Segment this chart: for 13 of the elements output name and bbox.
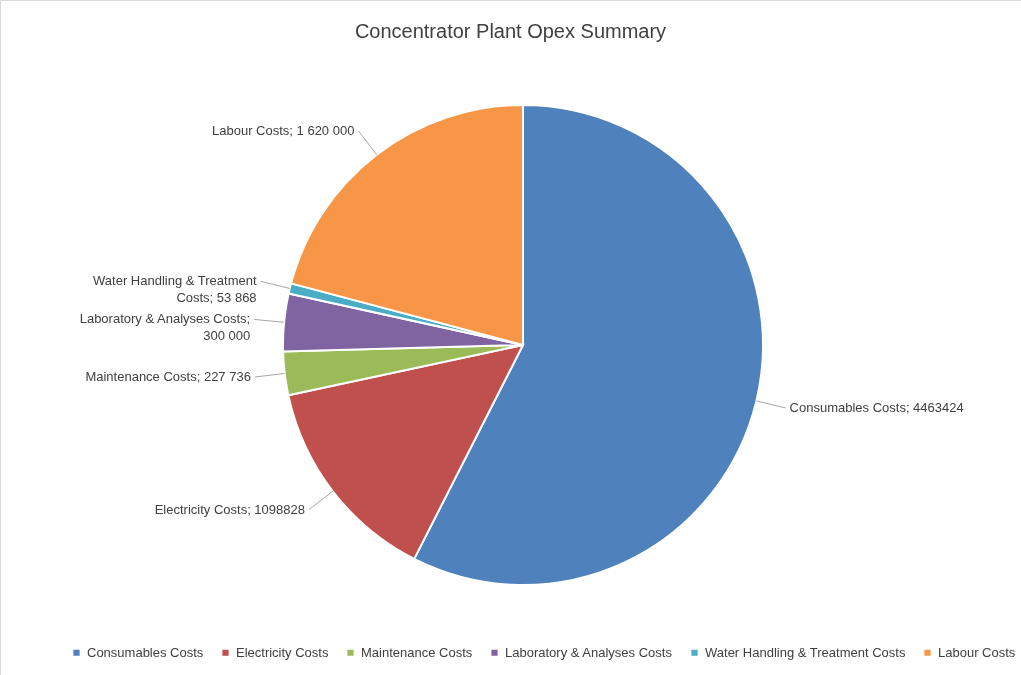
- chart-title: Concentrator Plant Opex Summary: [354, 20, 667, 42]
- legend-label: Consumables Costs: [87, 644, 204, 660]
- data-label: Consumables Costs; 4463424: [789, 399, 964, 415]
- data-label: Electricity Costs; 1098828: [154, 501, 305, 517]
- legend-label: Maintenance Costs: [361, 644, 473, 660]
- data-label: Maintenance Costs; 227 736: [85, 369, 251, 384]
- data-label: Water Handling & Treatment Costs; 53 868: [93, 273, 257, 306]
- legend-label: Labour Costs: [938, 644, 1016, 660]
- legend-label: Electricity Costs: [236, 644, 329, 660]
- data-label: Laboratory & Analyses Costs; 300 000: [79, 311, 251, 344]
- legend-label: Water Handling & Treatment Costs: [705, 644, 906, 660]
- legend-label: Laboratory & Analyses Costs: [505, 644, 673, 660]
- data-label: Labour Costs; 1 620 000: [212, 122, 355, 138]
